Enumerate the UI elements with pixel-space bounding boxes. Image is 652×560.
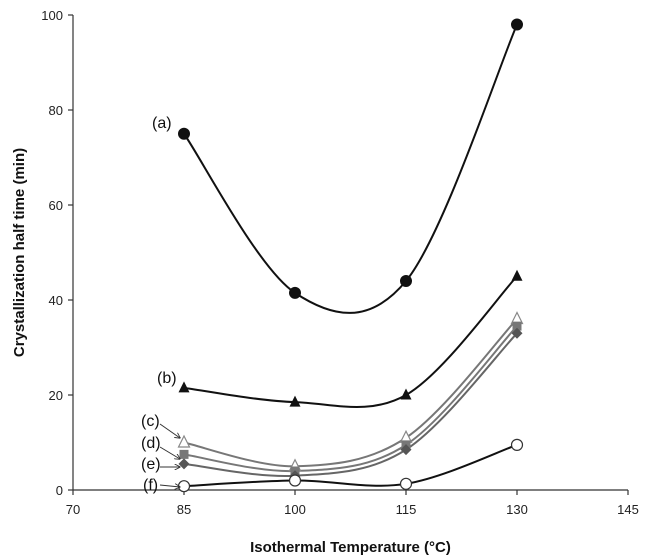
series-label-d: (d) [141,435,161,452]
y-tick-label: 60 [49,198,63,213]
data-point-e [400,444,412,456]
x-tick-label: 85 [177,502,191,517]
x-tick-label: 145 [617,502,639,517]
data-point-a [289,286,301,299]
y-tick-label: 80 [49,103,63,118]
data-point-b [400,388,412,400]
data-point-e [511,327,523,339]
series-label-f: (f) [143,477,158,494]
series-label-a: (a) [152,115,172,132]
x-tick-label: 70 [66,502,80,517]
x-tick-label: 115 [396,502,417,517]
data-point-f [177,480,191,493]
data-point-f [288,474,302,487]
data-point-c [177,434,191,448]
series-line-e [183,332,518,478]
y-tick-label: 100 [41,8,63,23]
data-point-a [400,275,412,287]
data-point-e [178,458,190,470]
series-line-b [183,275,518,408]
x-tick-label: 130 [506,502,528,517]
series-label-arrow [159,446,180,459]
data-point-a [511,18,523,31]
data-point-f [399,477,413,490]
series-label-arrow [159,423,180,438]
series-line-f [183,443,518,488]
x-axis-title: Isothermal Temperature (°C) [250,539,451,556]
data-point-f [510,438,524,451]
series-label-c: (c) [141,413,160,430]
y-axis-title: Crystallization half time (min) [11,148,28,357]
series-line-c [183,318,518,468]
data-point-d [179,449,189,459]
series-line-d [183,325,518,473]
y-tick-label: 40 [49,293,63,308]
data-point-d [512,321,522,331]
data-point-b [178,381,190,393]
x-tick-label: 100 [284,502,306,517]
data-point-b [511,269,523,281]
series-label-b: (b) [157,370,177,387]
series-line-a [183,24,518,314]
series-label-arrow [159,485,180,487]
y-tick-label: 0 [56,483,63,498]
series-label-e: (e) [141,456,161,473]
data-point-b [289,395,301,407]
data-point-a [178,127,190,140]
y-tick-label: 20 [49,388,63,403]
